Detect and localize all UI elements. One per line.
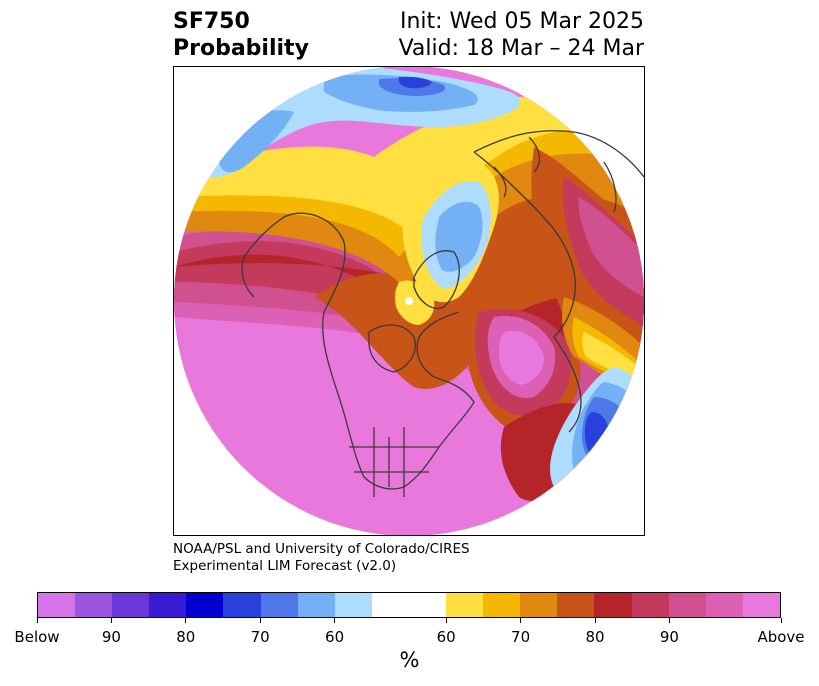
colorbar-segment-12	[520, 593, 558, 617]
colorbar-segment-11	[483, 593, 521, 617]
field-band-26	[435, 201, 483, 272]
colorbar-tick-mark	[520, 618, 522, 623]
colorbar-tick-label: 60	[436, 628, 456, 646]
colorbar-segment-1	[75, 593, 113, 617]
colorbar-tick-mark	[445, 618, 447, 623]
colorbar-tick-label: 80	[585, 628, 605, 646]
colorbar-segment-7	[297, 593, 335, 617]
colorbar-tick-labels: Below 90 80 70 60 60 70 80 90 Above	[0, 628, 819, 648]
colorbar-segment-2	[112, 593, 150, 617]
colorbar-tick-label: 90	[101, 628, 121, 646]
field-band-8	[174, 96, 644, 237]
colorbar-tick-mark	[36, 618, 38, 623]
colorbar-segment-17	[705, 593, 743, 617]
colorbar-tick-label: Above	[757, 628, 805, 646]
coast-alaska	[241, 216, 285, 298]
colorbar-unit: %	[399, 648, 420, 672]
credit-line-1: NOAA/PSL and University of Colorado/CIRE…	[173, 541, 470, 557]
colorbar-tick-label: 70	[511, 628, 531, 646]
colorbar-segment-6	[260, 593, 298, 617]
colorbar-tick-mark	[110, 618, 112, 623]
colorbar-segment-9	[371, 593, 447, 617]
colorbar-segment-16	[668, 593, 706, 617]
colorbar-segment-15	[631, 593, 669, 617]
coast-greenland	[413, 250, 460, 309]
colorbar-tick-label: Below	[14, 628, 60, 646]
colorbar-tick-mark	[594, 618, 596, 623]
coast-us-states	[349, 427, 439, 497]
probability-map	[173, 66, 645, 536]
coastlines	[241, 130, 644, 497]
colorbar-segment-18	[742, 593, 780, 617]
title-line-2: Probability	[173, 36, 309, 61]
coast-hudson	[368, 324, 416, 373]
polar-map-canvas	[174, 67, 644, 535]
colorbar-tick-label: 80	[176, 628, 196, 646]
valid-range: Valid: 18 Mar – 24 Mar	[398, 36, 644, 61]
colorbar-tick-label: 60	[325, 628, 345, 646]
colorbar-segment-14	[594, 593, 632, 617]
colorbar-segment-13	[557, 593, 595, 617]
title-line-1: SF750	[173, 9, 250, 34]
coast-islands	[493, 136, 617, 213]
colorbar-segment-8	[334, 593, 372, 617]
colorbar-tick-mark	[668, 618, 670, 623]
coast-europe	[553, 336, 582, 433]
shaded-field	[174, 67, 644, 535]
colorbar-tick-mark	[185, 618, 187, 623]
colorbar-segment-4	[186, 593, 224, 617]
colorbar-segment-10	[446, 593, 484, 617]
forecast-dates: Init: Wed 05 Mar 2025 Valid: 18 Mar – 24…	[399, 8, 644, 62]
chart-title: SF750 Probability	[173, 8, 309, 62]
colorbar-tick-mark	[259, 618, 261, 623]
colorbar	[37, 592, 781, 618]
field-band-31	[398, 76, 432, 89]
credit-text: NOAA/PSL and University of Colorado/CIRE…	[173, 541, 470, 575]
init-date: Init: Wed 05 Mar 2025	[399, 9, 644, 34]
colorbar-tick-mark	[334, 618, 336, 623]
colorbar-tick-label: 70	[250, 628, 270, 646]
field-band-15	[499, 330, 544, 385]
pole-marker	[405, 297, 413, 305]
colorbar-tick-mark	[780, 618, 782, 623]
colorbar-segment-0	[38, 593, 76, 617]
field-band-27	[395, 280, 435, 325]
colorbar-segment-3	[149, 593, 187, 617]
credit-line-2: Experimental LIM Forecast (v2.0)	[173, 558, 397, 574]
colorbar-tick-label: 90	[659, 628, 679, 646]
colorbar-segment-5	[223, 593, 261, 617]
field-band-11	[578, 197, 644, 297]
field-band-19	[582, 332, 644, 382]
coast-north-america	[283, 212, 475, 490]
